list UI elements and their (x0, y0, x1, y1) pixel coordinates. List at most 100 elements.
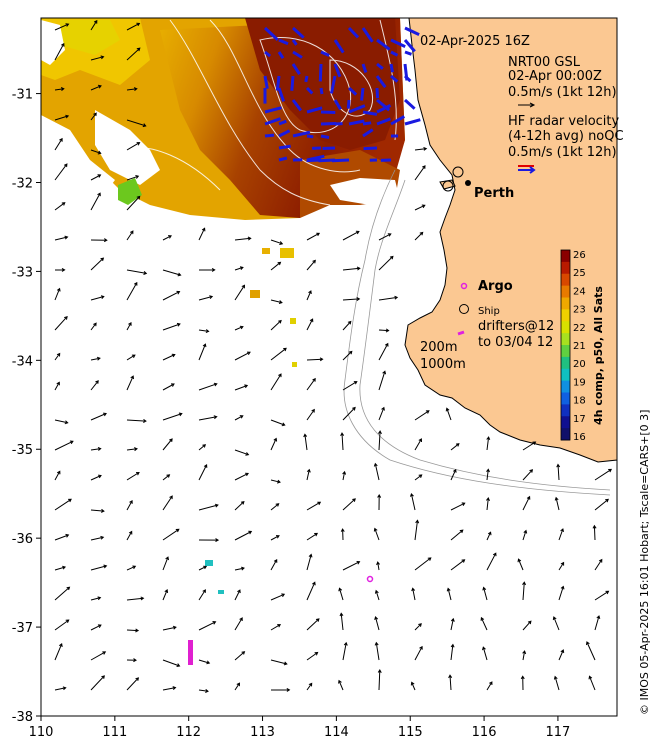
gsl-velocity-arrow (270, 624, 282, 631)
gsl-velocity-arrow (90, 238, 108, 243)
gsl-velocity-arrow (486, 497, 490, 511)
gsl-velocity-arrow (522, 469, 534, 481)
gsl-velocity-arrow (450, 643, 455, 661)
colorbar-swatch (561, 309, 570, 322)
gsl-velocity-arrow (162, 528, 180, 541)
gsl-velocity-arrow (486, 681, 493, 691)
x-tick-label: 117 (546, 725, 571, 740)
hf-radar-arrow (333, 99, 342, 111)
gsl-velocity-arrow (162, 625, 177, 631)
colorbar-swatch (561, 333, 570, 346)
plot-frame (40, 17, 618, 717)
gsl-velocity-arrow (414, 204, 426, 211)
gsl-velocity-arrow (90, 675, 105, 691)
gsl-velocity-arrow (198, 689, 209, 693)
colorbar-tick-label: 20 (573, 359, 586, 370)
gsl-velocity-arrow (414, 623, 422, 631)
x-tick-label: 110 (29, 725, 54, 740)
colorbar-tick-label: 16 (573, 432, 586, 443)
hf-radar-arrow (376, 117, 392, 126)
x-tick-label: 115 (398, 725, 423, 740)
gsl-velocity-arrow (90, 564, 108, 571)
hf-radar-arrow (264, 106, 282, 114)
ship-marker (452, 166, 464, 178)
gsl-velocity-arrow (126, 677, 140, 691)
gsl-velocity-arrow (198, 659, 211, 665)
gsl-velocity-arrow (54, 315, 68, 331)
hf-radar-arrow (403, 39, 416, 53)
gsl-velocity-arrow (162, 322, 181, 331)
gsl-velocity-arrow (90, 356, 101, 361)
gsl-velocity-arrow (446, 587, 452, 601)
colorbar-swatch (561, 392, 570, 405)
gsl-velocity-arrow (594, 498, 609, 511)
gsl-velocity-arrow (162, 412, 183, 421)
gsl-velocity-arrow (520, 675, 525, 691)
gsl-velocity-arrow (306, 553, 313, 571)
gsl-velocity-arrow (270, 535, 280, 541)
hf-radar-arrow (291, 63, 301, 76)
gsl-velocity-arrow (342, 498, 356, 511)
gsl-velocity-arrow (162, 686, 177, 691)
gsl-velocity-arrow (306, 651, 319, 661)
gsl-velocity-arrow (126, 375, 134, 391)
hf-radar-arrow (305, 86, 314, 95)
hf-radar-arrow (347, 86, 358, 96)
gsl-velocity-arrow (306, 290, 312, 301)
gsl-velocity-arrow (54, 137, 63, 151)
hf-radar-arrow (389, 63, 394, 73)
hf-radar-arrow (361, 27, 374, 43)
gsl-velocity-arrow (342, 470, 347, 481)
hf-radar-arrow (404, 50, 413, 56)
colorbar-swatch (561, 250, 570, 263)
hf-radar-arrow (348, 119, 365, 126)
hf-radar-arrow (376, 38, 391, 51)
gsl-velocity-arrow (126, 499, 133, 511)
gsl-velocity-arrow (414, 519, 420, 541)
gsl-velocity-arrow (54, 352, 61, 361)
hf-radar-arrow (264, 133, 275, 138)
gsl-velocity-arrow (234, 617, 243, 631)
gsl-velocity-arrow (198, 565, 208, 571)
credit-footer: © IMOS 05-Apr-2025 16:01 Hobart; Tscale=… (638, 410, 651, 715)
gsl-velocity-arrow (486, 531, 492, 541)
gsl-velocity-arrow (378, 328, 390, 333)
gsl-velocity-arrow (126, 565, 137, 571)
sst-field (41, 18, 405, 665)
hf-radar-arrow (290, 75, 295, 91)
gsl-velocity-arrow (90, 412, 107, 421)
perth-marker (465, 180, 471, 186)
hf-radar-arrow (376, 104, 392, 114)
gsl-velocity-arrow (594, 590, 610, 601)
gsl-velocity-arrow (306, 357, 324, 362)
isobath-label-200m: 200m (420, 340, 457, 355)
hf-radar-arrow (304, 75, 309, 83)
hf-radar-arrow (318, 63, 323, 82)
gsl-velocity-arrow (270, 479, 281, 484)
colorbar-swatch (561, 416, 570, 429)
gsl-velocity-arrow (450, 468, 457, 481)
gsl-velocity-arrow (162, 659, 181, 667)
gsl-velocity-arrow (306, 532, 319, 541)
gsl-velocity-arrow (126, 628, 140, 633)
gsl-velocity-arrow (594, 615, 601, 631)
hf-radar-arrow (264, 117, 281, 126)
gsl-legend-line2: 02-Apr 00:00Z (508, 69, 602, 84)
gsl-velocity-arrow (234, 682, 241, 691)
hf-radar-arrow (291, 26, 305, 39)
x-tick-label: 112 (176, 725, 201, 740)
gsl-velocity-arrow (126, 269, 148, 275)
drifters-legend-line1: drifters@12 (478, 319, 554, 334)
gsl-velocity-arrow (378, 255, 394, 271)
gsl-velocity-arrow (90, 174, 102, 181)
gsl-velocity-arrow (90, 380, 99, 391)
gsl-velocity-arrow (234, 530, 253, 541)
gsl-velocity-arrow (54, 643, 63, 661)
gsl-velocity-arrow (414, 557, 432, 571)
gsl-velocity-arrow (414, 146, 428, 151)
gsl-velocity-arrow (54, 619, 70, 631)
gsl-velocity-arrow (377, 669, 382, 691)
hf-radar-arrow (329, 75, 337, 94)
gsl-velocity-arrow (90, 149, 102, 155)
gsl-velocity-arrow (198, 444, 207, 451)
